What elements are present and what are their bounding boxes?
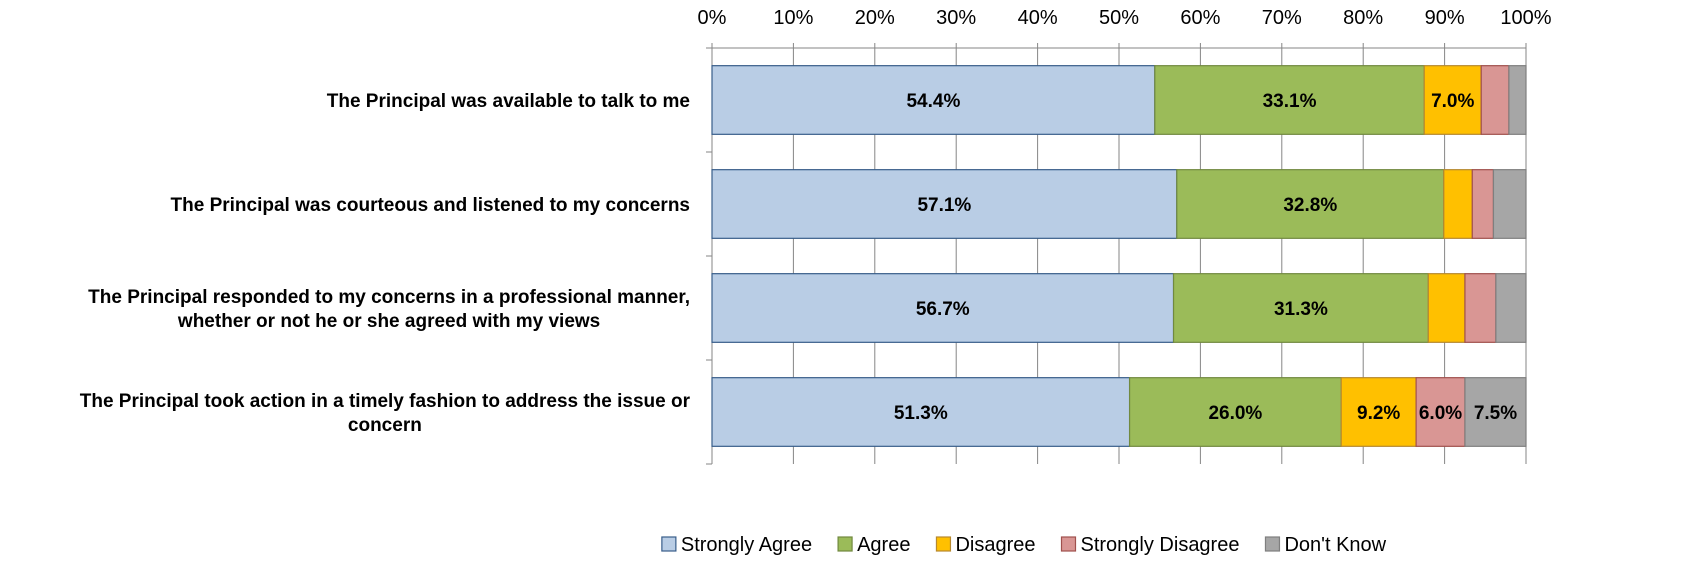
data-label: 6.0% <box>1419 403 1462 424</box>
data-label: 9.2% <box>1357 403 1400 424</box>
x-tick-label: 100% <box>1500 7 1551 29</box>
legend-item: Agree <box>837 534 910 556</box>
legend-label: Strongly Disagree <box>1081 534 1240 556</box>
legend-item: Strongly Agree <box>661 534 812 556</box>
category-label: The Principal was courteous and listened… <box>171 195 690 216</box>
x-tick-label: 40% <box>1018 7 1058 29</box>
category-label-line: concern <box>348 415 422 436</box>
x-tick-label: 10% <box>773 7 813 29</box>
bar-segment <box>1176 169 1445 239</box>
bar-segment <box>1423 65 1482 135</box>
bar-segment <box>1464 273 1497 343</box>
x-tick-label: 60% <box>1180 7 1220 29</box>
bar-segment <box>711 377 1131 447</box>
bar-segment <box>1492 169 1527 239</box>
bar-segment <box>711 169 1178 239</box>
bar-segment <box>1415 377 1466 447</box>
category-label: The Principal responded to my concerns i… <box>88 287 690 332</box>
bar-segment <box>1128 377 1342 447</box>
bar-segment <box>1508 65 1527 135</box>
bar-segment <box>1480 65 1510 135</box>
legend-label: Don't Know <box>1284 534 1386 556</box>
category-label-line: The Principal was available to talk to m… <box>327 91 690 112</box>
bars: 54.4% 33.1% 7.0% 57.1% 32.8% 56.7% 31.3% 51.3% 2… <box>711 65 1527 447</box>
x-tick-label: 80% <box>1343 7 1383 29</box>
category-label-line: whether or not he or she agreed with my … <box>177 311 600 332</box>
bar-segment <box>711 65 1156 135</box>
legend-item: Strongly Disagree <box>1060 534 1240 556</box>
bar-segment <box>1340 377 1417 447</box>
bar-segment <box>1464 377 1527 447</box>
bar-segment <box>1443 169 1473 239</box>
x-tick-label: 90% <box>1425 7 1465 29</box>
legend-label: Agree <box>857 534 910 556</box>
legend-swatch <box>837 536 853 552</box>
bar-segment <box>1154 65 1425 135</box>
bar-segment <box>1471 169 1495 239</box>
x-tick-label: 30% <box>936 7 976 29</box>
x-tick-label: 0% <box>698 7 727 29</box>
bar-segment <box>1427 273 1466 343</box>
category-label-line: The Principal took action in a timely fa… <box>80 391 691 412</box>
data-label: 26.0% <box>1208 403 1262 424</box>
legend-label: Strongly Agree <box>681 534 812 556</box>
legend-swatch <box>1264 536 1281 552</box>
x-tick-label: 70% <box>1262 7 1302 29</box>
bar-segment <box>711 273 1175 343</box>
data-label: 31.3% <box>1274 299 1328 320</box>
bar-segment <box>1495 273 1527 343</box>
data-label: 7.0% <box>1431 91 1474 112</box>
legend-swatch <box>661 536 677 552</box>
x-tick-label: 20% <box>855 7 895 29</box>
legend-item: Don't Know <box>1264 534 1387 556</box>
bar-segment <box>1172 273 1429 343</box>
legend-item: Disagree <box>935 534 1036 556</box>
data-label: 33.1% <box>1263 91 1317 112</box>
category-label: The Principal was available to talk to m… <box>327 91 690 112</box>
data-label: 57.1% <box>917 195 971 216</box>
category-labels: The Principal was available to talk to m… <box>80 91 691 436</box>
legend-swatch <box>935 536 952 552</box>
category-label-line: The Principal was courteous and listened… <box>171 195 690 216</box>
x-tick-label: 50% <box>1099 7 1139 29</box>
x-axis: 0% 10% 20% 30% 40% 50% 60% 70% 80% 90% 100% <box>698 7 1552 465</box>
data-label: 54.4% <box>906 91 960 112</box>
legend-label: Disagree <box>955 534 1035 556</box>
data-label: 56.7% <box>916 299 970 320</box>
data-label: 51.3% <box>894 403 948 424</box>
legend: Strongly Agree Agree Disagree Strongly Disa… <box>661 534 1387 556</box>
legend-swatch <box>1060 536 1077 552</box>
data-label: 7.5% <box>1474 403 1517 424</box>
data-label: 32.8% <box>1283 195 1337 216</box>
category-label: The Principal took action in a timely fa… <box>80 391 691 436</box>
category-label-line: The Principal responded to my concerns i… <box>88 287 690 308</box>
